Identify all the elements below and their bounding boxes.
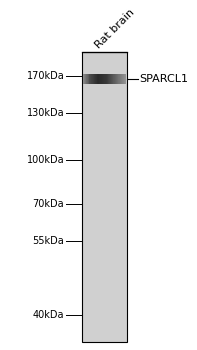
Bar <box>122 75 123 84</box>
Bar <box>124 75 125 84</box>
Bar <box>97 75 98 84</box>
Bar <box>115 75 116 84</box>
Bar <box>109 75 110 84</box>
Text: 55kDa: 55kDa <box>33 236 64 246</box>
Bar <box>85 75 86 84</box>
Bar <box>89 75 90 84</box>
Bar <box>84 75 85 84</box>
Text: Rat brain: Rat brain <box>93 7 137 50</box>
Bar <box>120 75 121 84</box>
Bar <box>103 75 104 84</box>
Bar <box>112 75 113 84</box>
Bar <box>96 75 97 84</box>
Text: SPARCL1: SPARCL1 <box>140 74 189 84</box>
Bar <box>110 75 111 84</box>
Bar <box>87 75 88 84</box>
Bar <box>99 75 100 84</box>
Bar <box>106 75 107 84</box>
Bar <box>118 75 119 84</box>
Bar <box>95 75 96 84</box>
Bar <box>119 75 120 84</box>
Text: 170kDa: 170kDa <box>26 71 64 81</box>
Text: 100kDa: 100kDa <box>27 155 64 165</box>
Bar <box>94 75 95 84</box>
Bar <box>107 75 108 84</box>
Bar <box>121 75 122 84</box>
Bar <box>113 75 114 84</box>
Bar <box>108 75 109 84</box>
Bar <box>114 75 115 84</box>
Bar <box>86 75 87 84</box>
Text: 70kDa: 70kDa <box>33 198 64 209</box>
Text: 130kDa: 130kDa <box>27 108 64 118</box>
Bar <box>100 75 101 84</box>
Bar <box>105 75 106 84</box>
Bar <box>98 75 99 84</box>
Text: 40kDa: 40kDa <box>33 310 64 320</box>
Bar <box>116 75 117 84</box>
Bar <box>102 75 103 84</box>
Bar <box>101 75 102 84</box>
Bar <box>82 52 127 342</box>
Bar <box>118 75 119 84</box>
Bar <box>91 75 92 84</box>
Bar <box>92 75 93 84</box>
Bar <box>91 75 92 84</box>
Bar <box>114 75 115 84</box>
Bar <box>93 75 94 84</box>
Bar <box>87 75 88 84</box>
Bar <box>83 75 84 84</box>
Bar <box>125 75 126 84</box>
Bar <box>117 75 118 84</box>
Bar <box>122 75 123 84</box>
Bar <box>108 75 109 84</box>
Bar <box>104 75 105 84</box>
Bar <box>88 75 89 84</box>
Bar <box>111 75 112 84</box>
Bar <box>123 75 124 84</box>
Bar <box>90 75 91 84</box>
Bar <box>95 75 96 84</box>
